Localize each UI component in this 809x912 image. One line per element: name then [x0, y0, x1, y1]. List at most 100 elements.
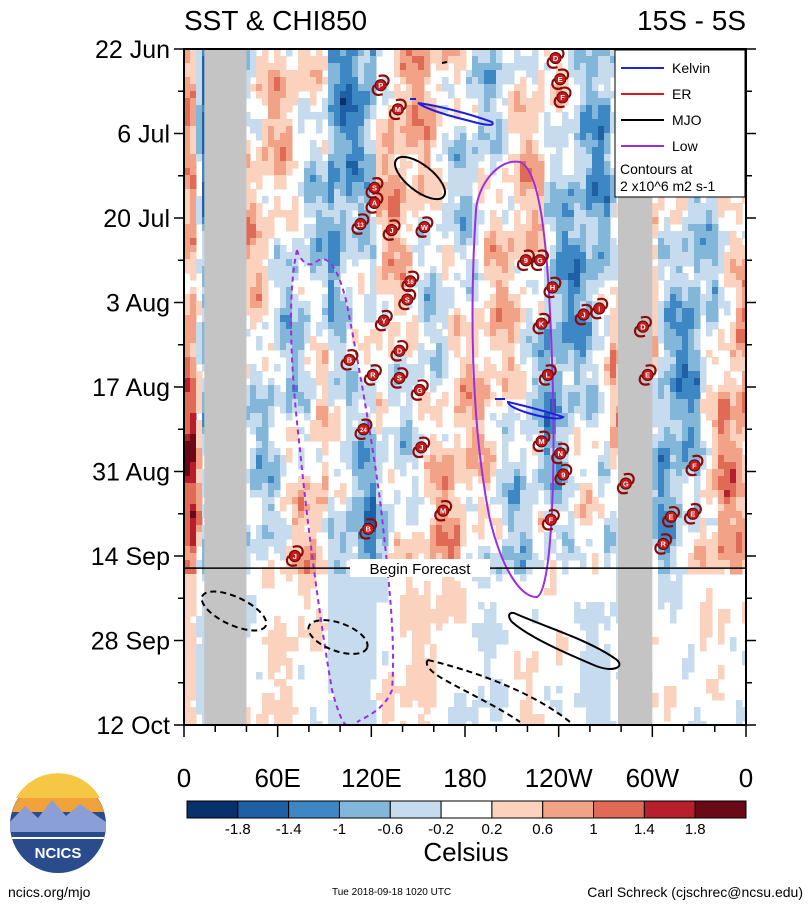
sst-cell: [508, 175, 515, 183]
sst-cell: [484, 112, 491, 120]
sst-cell: [256, 378, 263, 386]
sst-cell: [418, 413, 425, 421]
sst-cell: [508, 266, 515, 274]
sst-cell: [598, 504, 605, 512]
sst-cell: [310, 378, 317, 386]
sst-cell: [454, 182, 461, 190]
sst-cell: [430, 308, 437, 316]
sst-cell: [418, 287, 425, 295]
sst-cell: [544, 427, 551, 435]
sst-cell: [280, 140, 287, 148]
sst-cell: [328, 224, 335, 232]
sst-cell: [442, 371, 449, 379]
sst-cell: [652, 392, 659, 400]
sst-cell: [262, 84, 269, 92]
sst-cell: [568, 49, 575, 57]
sst-cell: [532, 483, 539, 491]
sst-cell: [298, 252, 305, 260]
sst-cell: [598, 224, 605, 232]
sst-cell: [316, 224, 323, 232]
sst-cell: [436, 497, 443, 505]
sst-cell: [184, 84, 191, 92]
sst-cell: [298, 105, 305, 113]
sst-cell: [670, 210, 677, 218]
sst-cell: [394, 455, 401, 463]
sst-cell: [496, 252, 503, 260]
sst-cell: [460, 329, 467, 337]
sst-cell: [364, 126, 371, 134]
sst-cell: [262, 91, 269, 99]
sst-cell: [250, 427, 257, 435]
sst-cell: [598, 336, 605, 344]
sst-cell: [592, 322, 599, 330]
sst-cell: [400, 420, 407, 428]
sst-cell: [664, 483, 671, 491]
sst-cell: [724, 539, 731, 547]
sst-cell: [280, 91, 287, 99]
sst-cell: [364, 224, 371, 232]
sst-cell: [184, 294, 191, 302]
sst-cell: [388, 245, 395, 253]
sst-cell: [592, 245, 599, 253]
sst-cell: [466, 378, 473, 386]
sst-cell: [532, 56, 539, 64]
sst-cell: [544, 434, 551, 442]
sst-cell: [610, 392, 617, 400]
sst-cell: [334, 301, 341, 309]
sst-cell: [376, 287, 383, 295]
sst-cell: [520, 182, 527, 190]
sst-cell: [184, 364, 191, 372]
sst-cell: [520, 357, 527, 365]
sst-cell: [742, 336, 746, 344]
sst-cell: [322, 77, 329, 85]
sst-cell: [268, 539, 275, 547]
sst-cell: [580, 224, 587, 232]
sst-cell: [196, 77, 203, 85]
sst-cell: [346, 371, 353, 379]
sst-cell: [694, 483, 701, 491]
sst-cell: [730, 399, 737, 407]
sst-cell: [448, 140, 455, 148]
sst-cell: [490, 280, 497, 288]
sst-cell: [430, 434, 437, 442]
sst-cell: [298, 518, 305, 526]
sst-cell: [448, 245, 455, 253]
sst-cell: [514, 245, 521, 253]
sst-cell: [310, 91, 317, 99]
sst-cell: [610, 168, 617, 176]
sst-cell: [712, 357, 719, 365]
sst-cell: [490, 91, 497, 99]
sst-cell: [496, 77, 503, 85]
sst-cell: [310, 511, 317, 519]
sst-cell: [274, 63, 281, 71]
sst-cell: [436, 448, 443, 456]
sst-cell: [592, 217, 599, 225]
sst-cell: [472, 273, 479, 281]
sst-cell: [520, 105, 527, 113]
sst-cell: [382, 168, 389, 176]
sst-cell: [394, 252, 401, 260]
sst-cell: [394, 140, 401, 148]
sst-cell: [460, 189, 467, 197]
sst-cell: [652, 217, 659, 225]
sst-cell: [190, 140, 197, 148]
sst-cell: [466, 161, 473, 169]
sst-cell: [334, 469, 341, 477]
sst-cell: [304, 259, 311, 267]
sst-cell: [688, 203, 695, 211]
sst-cell: [298, 448, 305, 456]
sst-cell: [460, 378, 467, 386]
sst-cell: [316, 49, 323, 57]
sst-cell: [250, 217, 257, 225]
sst-cell: [280, 133, 287, 141]
sst-cell: [526, 98, 533, 106]
sst-cell: [610, 441, 617, 449]
sst-cell: [550, 336, 557, 344]
sst-cell: [274, 140, 281, 148]
sst-cell: [280, 343, 287, 351]
sst-cell: [310, 175, 317, 183]
sst-cell: [688, 469, 695, 477]
sst-cell: [670, 476, 677, 484]
sst-cell: [472, 469, 479, 477]
sst-cell: [568, 539, 575, 547]
